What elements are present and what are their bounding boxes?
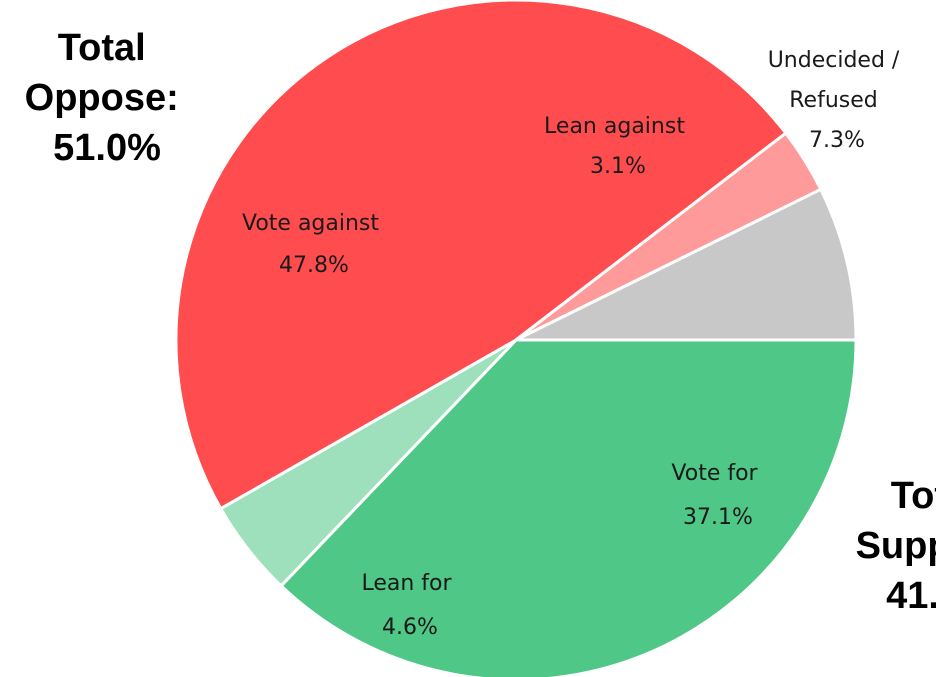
label-lean-for: Lean for 4.6% [361,571,458,640]
slice-vote-against [174,0,788,511]
label-undecided: Undecided / Refused 7.3% [768,48,907,153]
total-oppose-line1: Total [58,27,146,69]
label-vote-against-value: 47.8% [279,253,349,278]
total-support-line2: Support: [856,525,936,567]
total-annotations: Total Oppose: 51.0% Total Support: 41.7% [25,27,936,617]
label-vote-against: Vote against 47.8% [242,211,386,278]
total-support-value: 41.7% [886,575,936,617]
total-oppose-line2: Oppose: [25,77,179,119]
slice-undecided-refused [514,187,858,342]
total-oppose-annotation: Total Oppose: 51.0% [25,27,190,169]
label-vote-for: Vote for 37.1% [671,461,764,530]
total-oppose-value: 51.0% [53,127,161,169]
slice-labels: Vote for 37.1% Lean for 4.6% Vote agains… [242,48,907,640]
slice-vote-for [279,338,858,677]
label-undecided-name-line2: Refused [789,88,877,113]
label-vote-for-name: Vote for [671,461,758,486]
label-lean-against: Lean against 3.1% [544,114,692,179]
label-lean-against-value: 3.1% [590,154,646,179]
label-lean-for-name: Lean for [361,571,452,596]
total-support-annotation: Total Support: 41.7% [856,475,936,617]
label-vote-against-name: Vote against [242,211,379,236]
label-undecided-value: 7.3% [809,128,865,153]
label-undecided-name-line1: Undecided / [768,48,900,73]
label-lean-against-name: Lean against [544,114,685,139]
label-lean-for-value: 4.6% [382,615,438,640]
pie-slices [174,0,858,677]
label-vote-for-value: 37.1% [683,505,753,530]
total-support-line1: Total [891,475,936,517]
